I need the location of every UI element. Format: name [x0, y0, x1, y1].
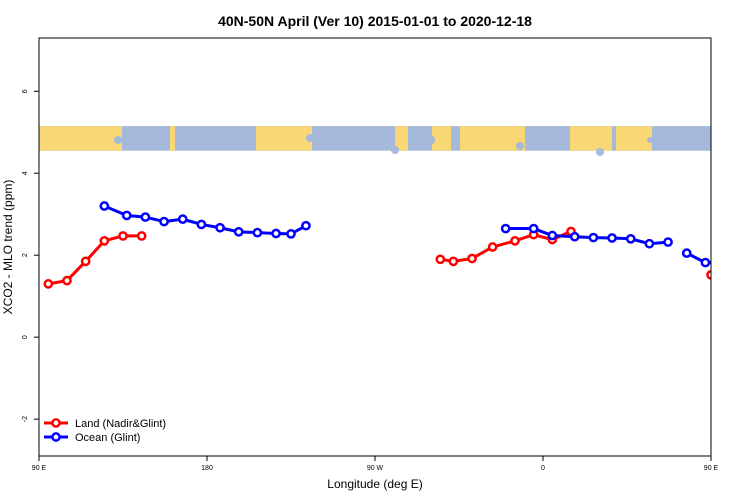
- data-point: [700, 257, 711, 268]
- data-point: [233, 226, 244, 237]
- data-point: [726, 275, 733, 282]
- data-point: [215, 222, 225, 233]
- x-tick-label: 90 E: [704, 465, 719, 472]
- map-land: [432, 126, 451, 151]
- series-line: [710, 274, 711, 277]
- data-point: [569, 231, 580, 242]
- map-land: [170, 126, 175, 151]
- x-tick-label: 90 W: [367, 465, 384, 472]
- y-tick-label: 2: [22, 253, 29, 257]
- data-point: [745, 266, 750, 273]
- data-point: [467, 253, 477, 264]
- data-point: [625, 233, 636, 244]
- data-point: [435, 254, 446, 265]
- data-point: [159, 216, 169, 227]
- legend-label: Land (Nadir&Glint): [75, 418, 166, 430]
- data-point: [301, 220, 311, 231]
- series-line: [48, 234, 142, 286]
- map-land: [616, 126, 652, 151]
- data-point: [177, 214, 188, 224]
- legend: Land (Nadir&Glint) Ocean (Glint): [44, 418, 166, 444]
- legend-marker: [51, 432, 61, 442]
- map-coast: [306, 134, 314, 142]
- data-point: [644, 238, 655, 249]
- map-coast: [596, 148, 604, 156]
- chart-title: 40N-50N April (Ver 10) 2015-01-01 to 202…: [218, 13, 532, 29]
- data-point: [448, 256, 459, 267]
- data-point: [140, 212, 151, 222]
- data-point: [547, 230, 558, 241]
- map-coast: [516, 142, 524, 150]
- map-coast: [114, 136, 122, 144]
- data-point: [510, 236, 520, 246]
- data-point: [487, 242, 498, 252]
- map-coast: [647, 137, 653, 143]
- data-point: [286, 229, 296, 239]
- data-point: [271, 228, 281, 239]
- data-point: [99, 201, 110, 211]
- map-coast: [391, 146, 399, 154]
- y-axis-label: XCO2 - MLO trend (ppm): [1, 180, 15, 315]
- plot-frame: [38, 37, 712, 457]
- x-tick-label: 180: [201, 465, 213, 472]
- data-point: [663, 237, 673, 247]
- legend-label: Ocean (Glint): [75, 432, 140, 444]
- y-tick-label: -2: [22, 416, 29, 422]
- map-land: [256, 126, 312, 151]
- data-point: [136, 231, 147, 241]
- data-point: [252, 227, 263, 238]
- x-axis: 90 E 180 90 W 0 90 E: [32, 456, 719, 472]
- data-point: [588, 232, 599, 243]
- map-land: [39, 126, 122, 151]
- data-point: [121, 210, 132, 221]
- y-axis: -2 0 2 4 6: [22, 89, 39, 422]
- map-coast: [425, 135, 435, 145]
- data-point: [706, 270, 711, 280]
- map-land: [570, 126, 612, 151]
- data-point: [607, 233, 617, 243]
- data-point: [681, 248, 692, 258]
- data-point: [99, 236, 110, 246]
- data-point: [528, 223, 539, 234]
- world-map-strip: [39, 126, 711, 156]
- data-point: [739, 264, 746, 271]
- data-point: [62, 275, 72, 286]
- x-axis-label: Longitude (deg E): [327, 477, 422, 491]
- data-point: [43, 279, 54, 289]
- legend-marker: [51, 418, 61, 428]
- data-point: [196, 219, 207, 230]
- data-point: [720, 259, 727, 266]
- y-tick-label: 6: [22, 89, 29, 93]
- series-land: [43, 226, 750, 289]
- x-tick-label: 0: [541, 465, 545, 472]
- x-tick-label: 90 E: [32, 465, 47, 472]
- map-coast: [245, 140, 255, 150]
- y-tick-label: 4: [22, 171, 29, 175]
- y-tick-label: 0: [22, 335, 29, 339]
- map-land: [460, 126, 525, 151]
- series-ocean: [99, 201, 746, 271]
- data-point: [80, 256, 91, 267]
- series-line: [686, 251, 711, 265]
- map-land: [395, 126, 408, 151]
- data-point: [118, 231, 128, 241]
- data-point: [500, 223, 511, 234]
